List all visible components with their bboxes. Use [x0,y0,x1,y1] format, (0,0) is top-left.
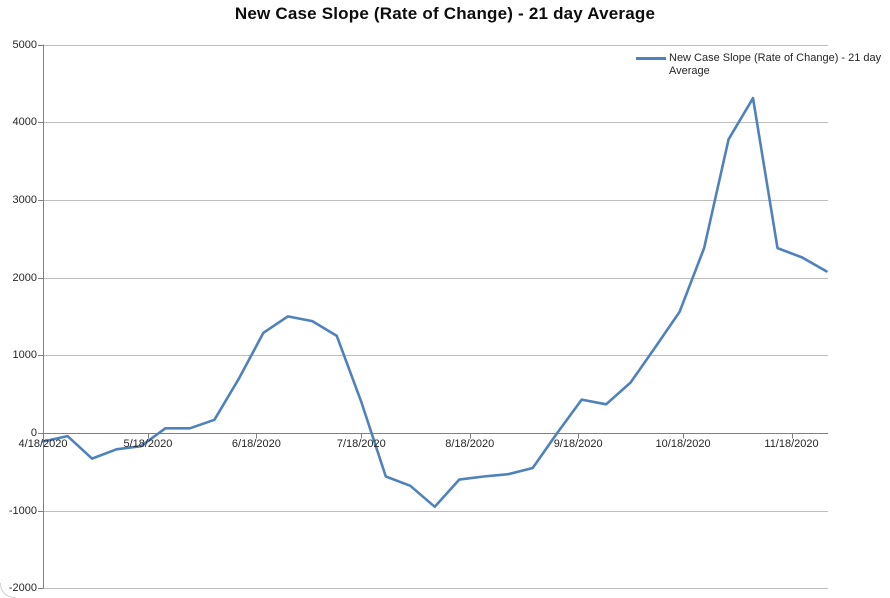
x-axis-tick-label: 6/18/2020 [231,438,281,450]
legend-label-line2: Average [669,65,710,77]
y-axis-tick-label: 0 [30,427,37,439]
x-axis-tick-label: 4/18/2020 [18,438,68,450]
y-axis-tick-label: -2000 [8,582,37,595]
y-axis-tick-label: 1000 [12,349,37,362]
y-axis-tick-label: 3000 [12,193,37,206]
x-axis-tick-label: 10/18/2020 [655,438,711,450]
legend-line-icon [636,57,666,60]
y-axis-tick-label: 5000 [12,38,37,51]
series-line [41,96,828,509]
chart-title: New Case Slope (Rate of Change) - 21 day… [234,4,656,23]
x-axis-tick-label: 5/18/2020 [123,438,173,450]
x-axis-tick-label: 8/18/2020 [445,438,495,450]
y-axis-tick-label: 2000 [12,271,37,284]
legend-label-line1: New Case Slope (Rate of Change) - 21 day [669,52,882,64]
x-axis-tick-label: 7/18/2020 [336,438,386,450]
legend-label: New Case Slope (Rate of Change) - 21 day… [669,52,881,78]
x-axis-tick-label: 9/18/2020 [553,438,603,450]
x-axis-tick-label: 11/18/2020 [764,438,819,450]
y-axis-tick-label: 4000 [12,116,37,129]
legend: New Case Slope (Rate of Change) - 21 day… [636,52,881,78]
y-axis-tick-label: -1000 [8,504,37,517]
